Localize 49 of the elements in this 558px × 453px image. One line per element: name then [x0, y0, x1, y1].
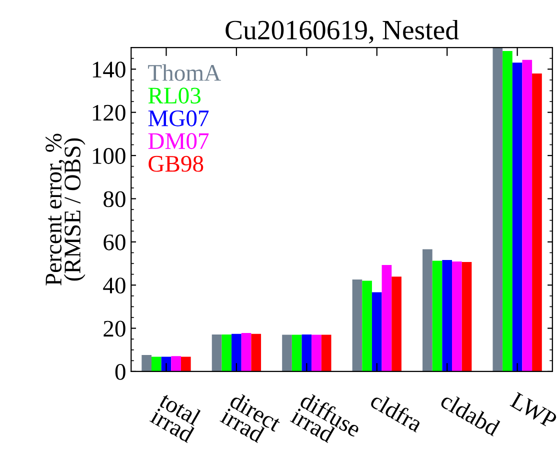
- text: RL03: [148, 88, 201, 104]
- bar: [282, 334, 292, 372]
- y-tick-label: 100: [92, 148, 126, 164]
- bar: [180, 356, 191, 372]
- bar: [321, 334, 332, 372]
- bar: [302, 334, 312, 372]
- bar: [312, 334, 322, 372]
- bar: [171, 356, 181, 372]
- y-tick-label: 0: [115, 364, 126, 380]
- x-tick-label: cldfra: [369, 391, 424, 433]
- bar: [292, 334, 302, 372]
- bar: [462, 262, 472, 372]
- bar: [382, 265, 392, 372]
- x-tick-label: LWP: [510, 392, 558, 429]
- text: MG07: [148, 110, 209, 126]
- bar: [492, 48, 503, 372]
- bar: [372, 292, 382, 372]
- bar: [362, 280, 372, 372]
- y-tick-label: 40: [103, 278, 126, 294]
- bar: [532, 73, 542, 372]
- bar: [502, 51, 512, 372]
- y-tick-label: 120: [92, 104, 126, 121]
- bar: [422, 249, 432, 372]
- bar: [392, 276, 402, 372]
- bar: [522, 60, 532, 372]
- y-tick-label: 20: [104, 320, 126, 337]
- bar: [151, 356, 162, 372]
- bar: [222, 334, 232, 372]
- y-tick-label: 140: [92, 62, 126, 78]
- bar: [142, 355, 152, 372]
- x-tick-label: direct irrad: [220, 391, 283, 444]
- x-tick-label: cldabd: [440, 391, 502, 437]
- chart-title: Cu20160619, Nested: [226, 20, 459, 44]
- bar: [432, 260, 442, 372]
- text: DM07: [148, 133, 209, 150]
- bar: [442, 260, 452, 372]
- y-tick-label: 80: [104, 191, 126, 208]
- bar: [512, 62, 522, 372]
- bar: [212, 334, 222, 372]
- bar: [251, 334, 262, 372]
- text: GB98: [148, 156, 204, 172]
- bar: [452, 262, 462, 372]
- text: ThomA: [148, 64, 221, 81]
- bar: [232, 334, 242, 372]
- y-axis-title: Percent error, % (RMSE / OBS): [46, 134, 86, 286]
- x-tick-label: total irrad: [149, 391, 202, 444]
- bar: [352, 279, 362, 372]
- y-tick-label: 60: [104, 234, 126, 250]
- bar: [241, 333, 252, 372]
